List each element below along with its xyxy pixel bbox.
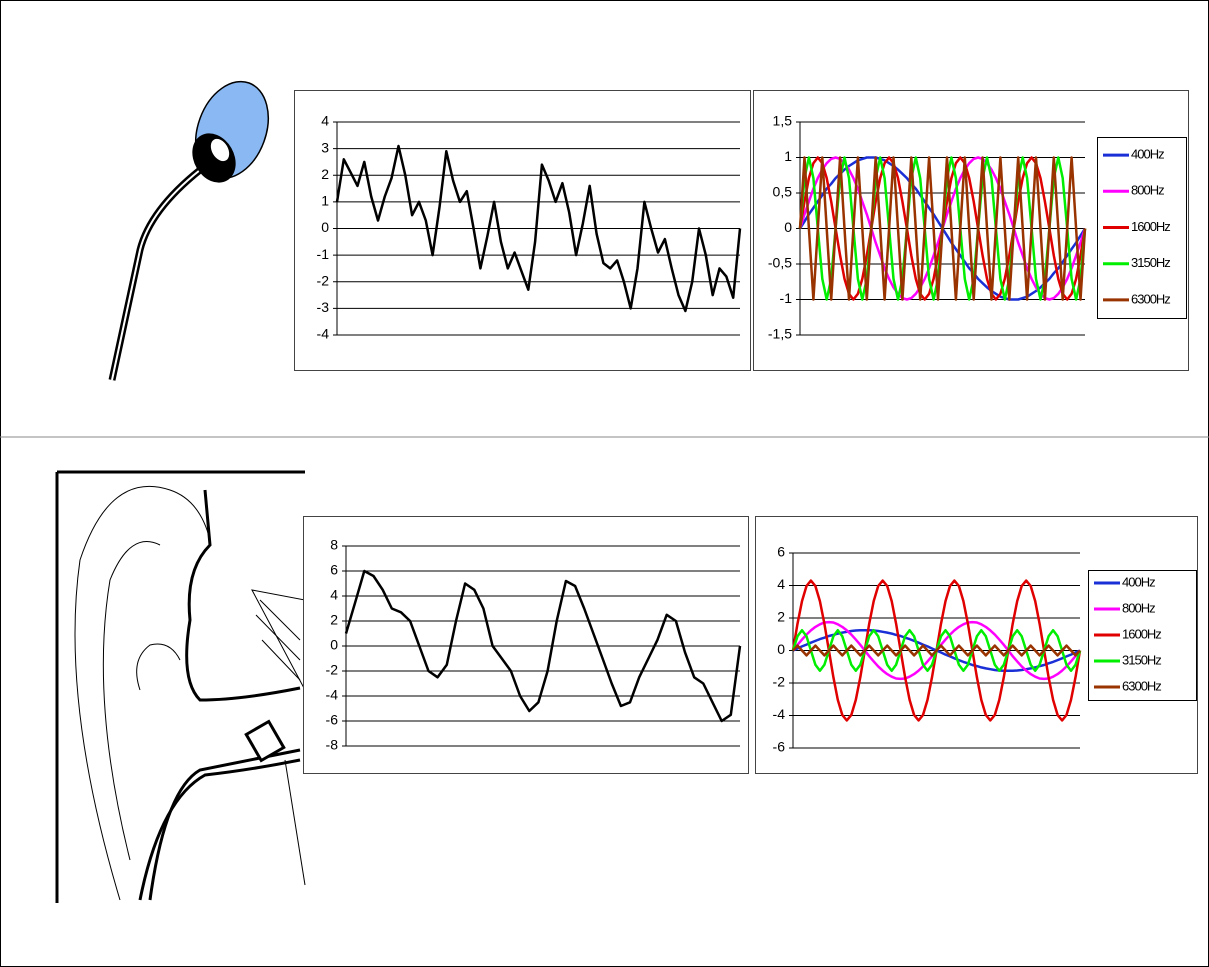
legend-label: 3150Hz	[1122, 652, 1161, 667]
y-tick-label: -3	[317, 299, 330, 315]
chart: -8 -6 -4 -2 0 2 4 6 8	[304, 517, 749, 774]
y-tick-label: -6	[326, 712, 339, 728]
y-tick-label: 2	[777, 609, 785, 625]
y-tick-label: 0,5	[773, 184, 793, 200]
y-tick-label: 0	[784, 219, 792, 235]
y-tick-label: -2	[317, 272, 330, 288]
legend-label: 800Hz	[1122, 600, 1155, 615]
y-tick-label: 6	[330, 562, 338, 578]
chart-area	[295, 91, 751, 371]
y-tick-label: -2	[326, 662, 339, 678]
y-tick-label: 6	[777, 544, 785, 560]
y-tick-label: -1,5	[768, 326, 792, 342]
legend-label: 400Hz	[1131, 147, 1164, 162]
y-tick-label: 0	[777, 641, 785, 657]
legend-label: 6300Hz	[1122, 678, 1161, 693]
y-tick-label: 4	[330, 587, 338, 603]
y-tick-label: 3	[321, 139, 329, 155]
y-tick-label: -4	[773, 706, 786, 722]
y-tick-label: 0	[321, 219, 329, 235]
y-tick-label: -1	[780, 290, 793, 306]
legend-label: 3150Hz	[1131, 255, 1170, 270]
legend-label: 6300Hz	[1131, 291, 1170, 306]
y-tick-label: 1,5	[773, 113, 793, 129]
y-tick-label: 4	[777, 576, 785, 592]
y-tick-label: 8	[330, 537, 338, 553]
y-tick-label: -8	[326, 737, 339, 753]
y-tick-label: 1	[321, 193, 329, 209]
y-tick-label: -0,5	[768, 255, 792, 271]
y-tick-label: 0	[330, 637, 338, 653]
y-tick-label: -6	[773, 739, 786, 755]
y-tick-label: 1	[784, 148, 792, 164]
y-tick-label: 2	[330, 612, 338, 628]
y-tick-label: -1	[317, 246, 330, 262]
y-tick-label: -4	[317, 326, 330, 342]
legend-label: 1600Hz	[1122, 626, 1161, 641]
chart: -6 -4 -2 0 2 4 6 400Hz 800Hz 1600Hz 3150Hz 6300Hz	[756, 517, 1198, 774]
y-tick-label: 4	[321, 113, 329, 129]
chart: -4 -3 -2 -1 0 1 2 3 4	[295, 91, 751, 371]
y-tick-label: -4	[326, 687, 339, 703]
figure: -4 -3 -2 -1 0 1 2 3 4 -1,5 -1 -0,5 0 0,5 1 1,5 400Hz 800H…	[0, 0, 1209, 967]
chart: -1,5 -1 -0,5 0 0,5 1 1,5 400Hz 800Hz 1600Hz 3150Hz…	[754, 91, 1189, 371]
legend-label: 400Hz	[1122, 574, 1155, 589]
legend-label: 1600Hz	[1131, 219, 1170, 234]
y-tick-label: -2	[773, 674, 786, 690]
y-tick-label: 2	[321, 166, 329, 182]
legend-label: 800Hz	[1131, 183, 1164, 198]
